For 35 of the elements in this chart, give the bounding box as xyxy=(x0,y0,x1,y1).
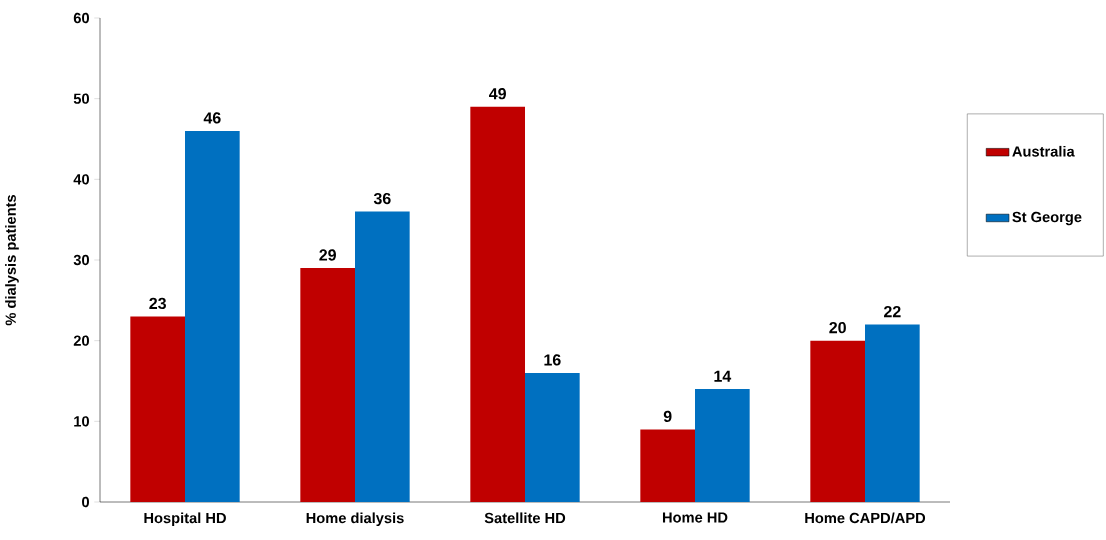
data-label: 16 xyxy=(544,354,561,366)
data-label: 20 xyxy=(829,321,846,334)
data-label: 9 xyxy=(663,410,672,423)
x-tick-label: Satellite HD xyxy=(484,512,566,524)
data-label: 23 xyxy=(149,297,166,310)
y-tick-label: 50 xyxy=(73,93,89,104)
bar xyxy=(640,429,695,502)
bar xyxy=(695,389,750,502)
bar xyxy=(355,211,410,502)
data-label: 14 xyxy=(714,370,732,382)
legend-label: Australia xyxy=(1012,145,1075,157)
bar xyxy=(300,268,356,502)
x-tick-label: Home CAPD/APD xyxy=(805,512,926,524)
bar xyxy=(865,324,920,502)
bar xyxy=(470,106,525,502)
bar xyxy=(810,340,866,502)
data-label: 29 xyxy=(319,249,336,261)
y-tick-label: 10 xyxy=(74,416,89,427)
y-tick-label: 40 xyxy=(73,174,89,185)
bar xyxy=(185,130,240,502)
y-tick-label: 20 xyxy=(73,335,89,346)
data-label: 22 xyxy=(884,305,901,318)
data-label: 46 xyxy=(203,112,221,124)
y-axis-title: % dialysis patients xyxy=(5,195,19,326)
y-tick-label: 0 xyxy=(82,496,89,508)
data-label: 49 xyxy=(489,88,506,100)
bar xyxy=(525,372,580,502)
legend-label: St George xyxy=(1012,211,1082,226)
data-label: 36 xyxy=(373,192,391,205)
x-tick-label: Home HD xyxy=(662,512,728,523)
y-tick-label: 30 xyxy=(73,254,89,266)
bar xyxy=(130,316,185,502)
y-tick-label: 60 xyxy=(73,12,89,24)
x-tick-label: Hospital HD xyxy=(144,512,226,527)
x-tick-label: Home dialysis xyxy=(306,512,404,527)
